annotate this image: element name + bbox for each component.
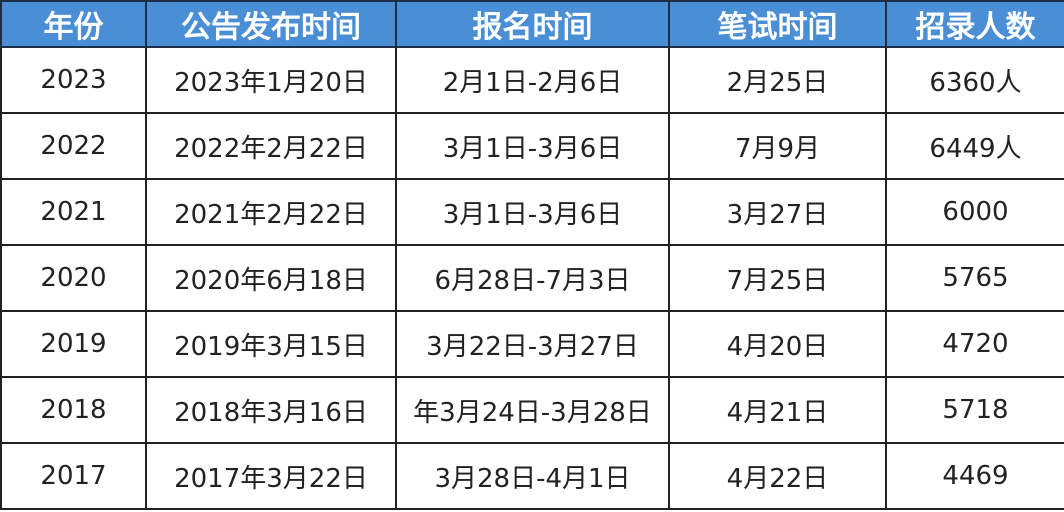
header-row: 年份 公告发布时间 报名时间 笔试时间 招录人数 [0, 0, 1064, 48]
cell-announcement-date: 2020年6月18日 [145, 244, 397, 312]
cell-recruit-count: 5718 [885, 376, 1064, 444]
table-row: 2017 2017年3月22日 3月28日-4月1日 4月22日 4469 [0, 442, 1064, 510]
cell-registration-period: 3月28日-4月1日 [395, 442, 670, 510]
table-row: 2022 2022年2月22日 3月1日-3月6日 7月9月 6449人 [0, 112, 1064, 180]
header-registration-period: 报名时间 [395, 0, 670, 48]
cell-exam-date: 7月9月 [668, 112, 887, 180]
header-exam-date: 笔试时间 [668, 0, 887, 48]
cell-recruit-count: 4469 [885, 442, 1064, 510]
cell-registration-period: 6月28日-7月3日 [395, 244, 670, 312]
cell-announcement-date: 2019年3月15日 [145, 310, 397, 378]
header-recruit-count: 招录人数 [885, 0, 1064, 48]
cell-exam-date: 4月20日 [668, 310, 887, 378]
header-year: 年份 [0, 0, 147, 48]
cell-recruit-count: 6000 [885, 178, 1064, 246]
cell-exam-date: 4月21日 [668, 376, 887, 444]
cell-year: 2022 [0, 112, 147, 180]
cell-year: 2021 [0, 178, 147, 246]
cell-announcement-date: 2022年2月22日 [145, 112, 397, 180]
header-announcement-date: 公告发布时间 [145, 0, 397, 48]
cell-year: 2018 [0, 376, 147, 444]
cell-year: 2017 [0, 442, 147, 510]
cell-recruit-count: 6360人 [885, 46, 1064, 114]
cell-registration-period: 3月22日-3月27日 [395, 310, 670, 378]
cell-exam-date: 7月25日 [668, 244, 887, 312]
table-row: 2021 2021年2月22日 3月1日-3月6日 3月27日 6000 [0, 178, 1064, 246]
cell-exam-date: 2月25日 [668, 46, 887, 114]
cell-year: 2020 [0, 244, 147, 312]
cell-announcement-date: 2018年3月16日 [145, 376, 397, 444]
cell-registration-period: 3月1日-3月6日 [395, 178, 670, 246]
table-row: 2019 2019年3月15日 3月22日-3月27日 4月20日 4720 [0, 310, 1064, 378]
cell-registration-period: 2月1日-2月6日 [395, 46, 670, 114]
cell-announcement-date: 2021年2月22日 [145, 178, 397, 246]
cell-announcement-date: 2017年3月22日 [145, 442, 397, 510]
table-row: 2023 2023年1月20日 2月1日-2月6日 2月25日 6360人 [0, 46, 1064, 114]
cell-registration-period: 3月1日-3月6日 [395, 112, 670, 180]
cell-recruit-count: 5765 [885, 244, 1064, 312]
table-row: 2020 2020年6月18日 6月28日-7月3日 7月25日 5765 [0, 244, 1064, 312]
cell-exam-date: 3月27日 [668, 178, 887, 246]
cell-recruit-count: 4720 [885, 310, 1064, 378]
cell-exam-date: 4月22日 [668, 442, 887, 510]
cell-registration-period: 年3月24日-3月28日 [395, 376, 670, 444]
cell-year: 2019 [0, 310, 147, 378]
cell-year: 2023 [0, 46, 147, 114]
cell-announcement-date: 2023年1月20日 [145, 46, 397, 114]
table-row: 2018 2018年3月16日 年3月24日-3月28日 4月21日 5718 [0, 376, 1064, 444]
cell-recruit-count: 6449人 [885, 112, 1064, 180]
